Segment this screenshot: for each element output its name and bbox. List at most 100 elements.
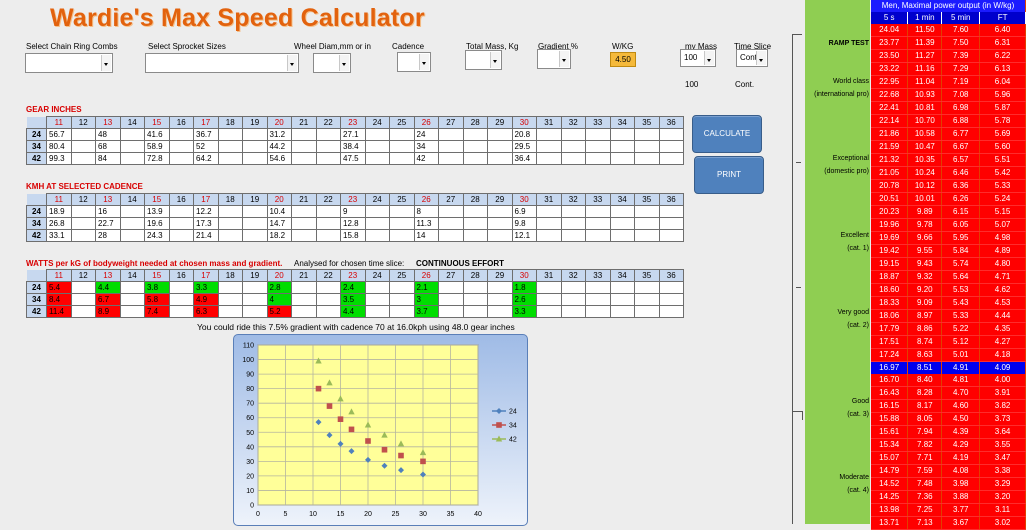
table-cell <box>315 217 341 230</box>
power-row: 16.97 8.51 4.91 4.09 <box>871 361 1026 374</box>
power-cell: 17.24 <box>871 348 909 362</box>
chevron-down-icon[interactable] <box>490 52 500 68</box>
table-cell <box>119 152 145 165</box>
table-cell <box>609 293 635 306</box>
sprocket-select[interactable] <box>145 53 299 73</box>
power-cell: 19.96 <box>871 218 909 232</box>
gradient-select[interactable] <box>537 49 571 69</box>
calculate-button[interactable]: CALCULATE <box>692 115 762 153</box>
table-cell <box>315 140 341 153</box>
column-header: 11 <box>46 269 72 282</box>
table-cell: 8 <box>413 205 439 218</box>
power-cell: 4.81 <box>941 374 981 387</box>
power-cell: 9.09 <box>907 296 943 310</box>
my-mass-select[interactable]: 100 <box>680 49 716 67</box>
chevron-down-icon[interactable] <box>559 51 569 67</box>
column-header: 29 <box>487 269 513 282</box>
power-row: 17.79 8.86 5.22 4.35 <box>871 322 1026 336</box>
table-cell <box>585 305 611 318</box>
column-header: 28 <box>462 193 488 206</box>
power-row: 23.77 11.39 7.50 6.31 <box>871 36 1026 50</box>
chevron-down-icon[interactable] <box>704 51 714 65</box>
chevron-down-icon[interactable] <box>419 54 429 70</box>
chain-ring-label: 42 <box>26 152 47 165</box>
gear-chart: 0 5 10 15 20 25 30 35 40 0 10 20 30 40 50 60 70 80 90 100 11… <box>233 334 528 526</box>
cadence-select[interactable] <box>397 52 431 72</box>
table-cell <box>536 229 562 242</box>
power-cell: 7.82 <box>907 438 943 452</box>
table-cell <box>364 140 390 153</box>
column-header: 27 <box>438 193 464 206</box>
column-header: 17 <box>193 193 219 206</box>
table-cell: 34 <box>413 140 439 153</box>
sidebar-label: Excellent <box>840 232 869 239</box>
power-row: 23.50 11.27 7.39 6.22 <box>871 49 1026 63</box>
wheel-select[interactable] <box>313 53 351 73</box>
table-cell <box>487 281 513 294</box>
power-cell: 5.60 <box>979 140 1026 154</box>
table-cell <box>242 205 268 218</box>
table-cell <box>364 305 390 318</box>
power-title-row: Men, Maximal power output (in W/kg) <box>871 0 1026 12</box>
column-header: 15 <box>144 193 170 206</box>
column-header: 19 <box>242 269 268 282</box>
table-cell <box>585 140 611 153</box>
chevron-down-icon[interactable] <box>287 55 297 71</box>
table-cell <box>536 152 562 165</box>
kmh-title: KMH AT SELECTED CADENCE <box>26 182 143 191</box>
table-cell <box>119 140 145 153</box>
table-cell <box>364 281 390 294</box>
table-cell <box>609 128 635 141</box>
chain-ring-select[interactable] <box>25 53 113 73</box>
table-cell <box>634 152 660 165</box>
chevron-down-icon[interactable] <box>339 55 349 71</box>
power-row: 21.59 10.47 6.67 5.60 <box>871 140 1026 154</box>
table-cell <box>658 217 684 230</box>
power-cell: 8.74 <box>907 335 943 349</box>
power-cell: 7.48 <box>907 477 943 491</box>
power-cell: 21.59 <box>871 140 909 154</box>
wheel-label: Wheel Diam,mm or in <box>294 42 371 51</box>
column-header: 22 <box>315 116 341 129</box>
power-cell: 6.26 <box>941 192 981 206</box>
power-title: Men, Maximal power output (in W/kg) <box>871 0 1026 12</box>
table-cell: 18.9 <box>46 205 72 218</box>
column-header: 21 <box>291 116 317 129</box>
time-slice-select[interactable]: Cont <box>736 49 768 67</box>
table-cell <box>438 229 464 242</box>
print-button[interactable]: PRINT <box>694 156 764 194</box>
power-cell: 18.60 <box>871 283 909 297</box>
chevron-down-icon[interactable] <box>756 51 766 65</box>
x-tick-label: 0 <box>256 511 260 518</box>
table-cell: 22.7 <box>95 217 121 230</box>
table-cell <box>487 152 513 165</box>
power-cell: 6.67 <box>941 140 981 154</box>
power-row: 18.60 9.20 5.53 4.62 <box>871 283 1026 297</box>
table-row: 42 11.4 8.9 7.4 6.3 5.2 4.4 3.7 3.3 <box>26 305 684 318</box>
power-cell: 6.88 <box>941 114 981 128</box>
table-cell: 3.8 <box>144 281 170 294</box>
table-row: 42 99.3 84 72.8 64.2 54.6 47.5 42 36.4 <box>26 152 684 165</box>
power-cell: 16.15 <box>871 399 909 413</box>
power-cell: 6.46 <box>941 166 981 180</box>
power-cell: 7.19 <box>941 75 981 89</box>
power-header: 5 s <box>871 12 909 24</box>
chevron-down-icon[interactable] <box>101 55 111 71</box>
table-cell: 48 <box>95 128 121 141</box>
y-tick-label: 40 <box>246 444 254 451</box>
mass-select[interactable] <box>465 50 502 70</box>
column-header: 33 <box>585 269 611 282</box>
table-cell: 19.6 <box>144 217 170 230</box>
power-cell: 7.60 <box>941 24 981 37</box>
table-cell <box>462 229 488 242</box>
table-cell <box>487 217 513 230</box>
power-row: 23.22 11.16 7.29 6.13 <box>871 62 1026 76</box>
table-cell <box>364 152 390 165</box>
power-row: 13.71 7.13 3.67 3.02 <box>871 516 1026 530</box>
column-header: 30 <box>511 193 537 206</box>
time-slice-value: Cont <box>740 53 757 62</box>
data-point <box>381 431 388 438</box>
x-tick-label: 30 <box>419 511 427 518</box>
power-cell: 10.70 <box>907 114 943 128</box>
power-row: 22.68 10.93 7.08 5.96 <box>871 88 1026 102</box>
